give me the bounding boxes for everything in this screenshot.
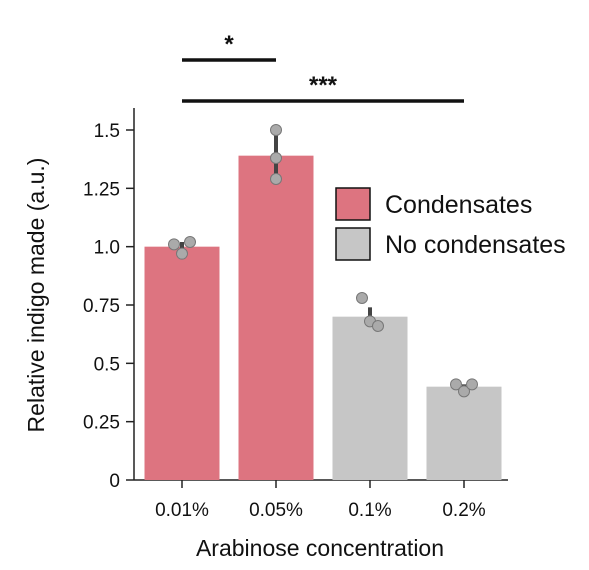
replicate-point [270,152,282,164]
bar [332,316,408,480]
bar [238,155,314,480]
bar [426,386,502,480]
legend: Condensates No condensates [335,187,566,261]
y-tick-label: 1.25 [83,179,120,200]
y-tick-label: 1.5 [94,121,120,142]
replicate-point [458,385,470,398]
significance-label: * [224,31,234,58]
replicate-point [184,236,196,248]
replicate-point [270,124,282,136]
significance-label: *** [309,72,338,99]
x-tick-label: 0.2% [442,500,485,521]
replicate-point [168,238,180,251]
legend-swatch [335,227,371,261]
x-axis-title: Arabinose concentration [196,535,444,561]
replicate-points [168,124,478,398]
x-tick-label: 0.01% [155,500,209,521]
replicate-point [466,378,478,391]
replicate-point [356,292,368,304]
y-tick-label: 0.75 [83,296,120,317]
y-tick-label: 0 [109,471,120,492]
x-axis: 0.01% 0.05% 0.1% 0.2% [134,479,508,521]
replicate-point [372,320,384,332]
bars [144,155,502,480]
replicate-point [270,173,282,185]
y-tick-label: 0.5 [94,354,120,375]
y-tick-label: 1.0 [94,238,120,259]
legend-swatch [335,187,371,221]
replicate-point [450,378,462,391]
x-tick-label: 0.05% [249,500,303,521]
significance-brackets: **** [182,31,464,103]
bar [144,246,220,480]
legend-label: Condensates [385,191,532,219]
y-axis: 0 0.25 0.5 0.75 1.0 1.25 1.5 [83,108,135,492]
legend-label: No condensates [385,231,566,259]
error-bars [180,132,466,389]
y-tick-label: 0.25 [83,413,120,434]
y-axis-title: Relative indigo made (a.u.) [23,158,49,433]
x-tick-label: 0.1% [348,500,391,521]
replicate-point [176,247,188,260]
